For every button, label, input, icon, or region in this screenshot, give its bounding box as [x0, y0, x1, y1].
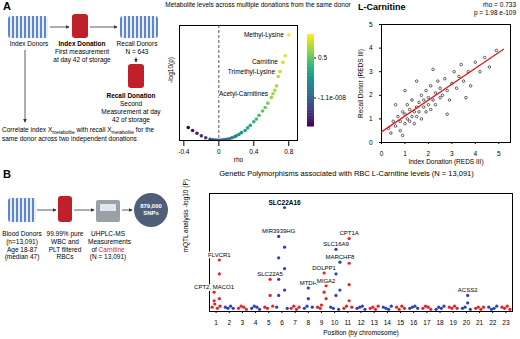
svg-text:-0.4: -0.4	[178, 148, 190, 155]
html-text:L-Carnitine: L-Carnitine	[358, 2, 406, 12]
html-text:rho = 0.733: rho = 0.733	[482, 1, 516, 8]
html-text:B: B	[3, 168, 11, 180]
svg-text:22: 22	[489, 319, 497, 326]
html-text:Recall Donation: Recall Donation	[106, 92, 156, 99]
svg-text:0.5: 0.5	[318, 54, 327, 61]
svg-text:0: 0	[380, 150, 384, 157]
svg-text:SLC22A16: SLC22A16	[269, 199, 302, 206]
html-text:879,000 SNPs: 879,000 SNPs	[140, 203, 162, 216]
svg-text:MIR3939HG: MIR3939HG	[262, 228, 296, 234]
svg-text:0: 0	[217, 148, 221, 155]
html-text:First measurement at day 42 of: First measurement at day 42 of storage	[53, 48, 111, 63]
html-text:Genetic Polymorphisms associat: Genetic Polymorphisms associated with RB…	[219, 169, 474, 178]
svg-text:3: 3	[241, 319, 245, 326]
svg-text:1: 1	[369, 115, 373, 122]
svg-text:-log10(p): -log10(p)	[167, 57, 175, 83]
svg-text:MTDH: MTDH	[300, 280, 317, 286]
svg-text:10: 10	[331, 319, 339, 326]
svg-text:8: 8	[306, 319, 310, 326]
svg-text:2: 2	[427, 150, 431, 157]
svg-text:MIGA2: MIGA2	[317, 278, 336, 284]
svg-text:0.4: 0.4	[249, 148, 258, 155]
svg-text:3: 3	[369, 68, 373, 75]
html-text:Second Measurement at day 42 o: Second Measurement at day 42 of storage	[101, 100, 161, 123]
html-text:UHPLC-MS Measurements of Carni: UHPLC-MS Measurements of Carnitine	[88, 230, 131, 253]
svg-text:4: 4	[474, 150, 478, 157]
svg-text:5: 5	[267, 319, 271, 326]
svg-text:1: 1	[214, 319, 218, 326]
svg-text:0: 0	[369, 139, 373, 146]
svg-text:15: 15	[397, 319, 405, 326]
html-text:A: A	[3, 0, 11, 12]
html-text:Blood Donors (n=13,091) Age 18: Blood Donors (n=13,091) Age 18-87 (media…	[2, 230, 42, 261]
svg-text:4: 4	[369, 44, 373, 51]
svg-text:Acetyl-Carnitines: Acetyl-Carnitines	[219, 90, 269, 98]
svg-text:rho: rho	[234, 156, 244, 163]
svg-text:5: 5	[369, 21, 373, 28]
svg-text:mQTL analysis -log10 (P): mQTL analysis -log10 (P)	[182, 179, 190, 252]
svg-text:1: 1	[403, 150, 407, 157]
html-text:99.99% pure WBC and PLT filter: 99.99% pure WBC and PLT filtered RBCs	[46, 230, 84, 261]
svg-text:17: 17	[423, 319, 431, 326]
svg-text:14: 14	[384, 319, 392, 326]
svg-text:-1.1e-008: -1.1e-008	[318, 94, 346, 101]
svg-text:11: 11	[344, 319, 351, 326]
svg-text:9: 9	[320, 319, 324, 326]
svg-text:Carnitine: Carnitine	[252, 58, 278, 65]
svg-text:12: 12	[357, 319, 365, 326]
svg-text:SLC22A5: SLC22A5	[257, 271, 283, 277]
svg-text:Position (by chromosome): Position (by chromosome)	[323, 329, 399, 337]
svg-text:FLVCR1: FLVCR1	[208, 252, 231, 258]
svg-text:5: 5	[497, 150, 501, 157]
svg-text:7: 7	[293, 319, 297, 326]
svg-text:CPT1A: CPT1A	[339, 230, 358, 236]
svg-text:0.8: 0.8	[284, 148, 293, 155]
svg-text:3: 3	[450, 150, 454, 157]
svg-text:Index Donation (REDS III): Index Donation (REDS III)	[408, 158, 483, 166]
svg-text:4: 4	[254, 319, 258, 326]
svg-text:CPT2, MACO1: CPT2, MACO1	[194, 284, 235, 290]
html-text:N = 643: N = 643	[125, 48, 149, 55]
svg-text:21: 21	[476, 319, 484, 326]
html-text:Index Donors: Index Donors	[9, 40, 49, 47]
svg-text:DOLPP1: DOLPP1	[312, 265, 336, 271]
svg-text:20: 20	[463, 319, 471, 326]
svg-text:23: 23	[502, 319, 510, 326]
html-text:Metabolite levels across multi: Metabolite levels across multiple donati…	[165, 1, 351, 8]
html-text:(N = 13,091): (N = 13,091)	[89, 253, 127, 261]
svg-text:13: 13	[371, 319, 379, 326]
svg-text:Recall Donor (REDS III): Recall Donor (REDS III)	[357, 49, 365, 118]
svg-text:16: 16	[410, 319, 418, 326]
svg-text:SLC16A9: SLC16A9	[323, 241, 349, 247]
html-text:Correlate index Xmetabolitewit: Correlate index Xmetabolitewith recall X…	[2, 126, 155, 142]
svg-text:ACSS2: ACSS2	[458, 287, 478, 293]
html-text:Index Donation: Index Donation	[58, 40, 106, 47]
svg-text:Methyl-Lysine: Methyl-Lysine	[244, 31, 284, 39]
svg-text:Trimethyl-Lysine: Trimethyl-Lysine	[228, 68, 276, 76]
svg-text:18: 18	[436, 319, 444, 326]
svg-text:19: 19	[450, 319, 458, 326]
svg-text:6: 6	[280, 319, 284, 326]
svg-text:2: 2	[369, 91, 373, 98]
svg-text:MARCHF8: MARCHF8	[325, 254, 355, 260]
html-text:Recall Donors: Recall Donors	[116, 40, 158, 47]
html-text:p = 1.98 e-109: p = 1.98 e-109	[473, 9, 516, 16]
svg-text:2: 2	[227, 319, 231, 326]
